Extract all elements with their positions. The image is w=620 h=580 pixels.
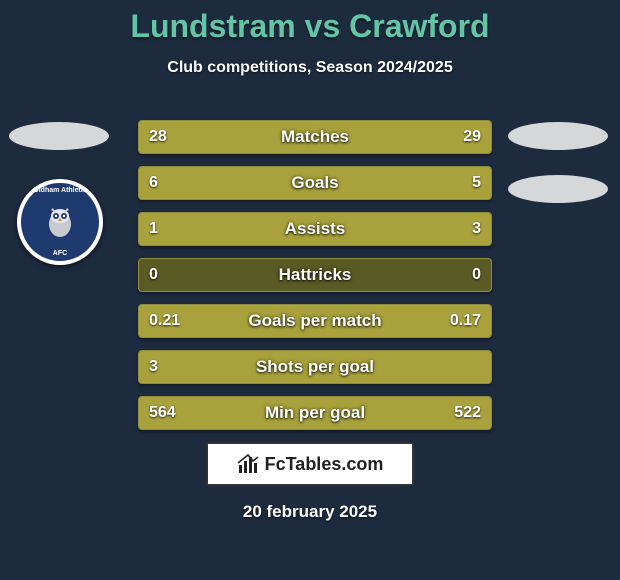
- crest-text-top: Oldham Athletic: [21, 187, 99, 194]
- footer-brand-box: FcTables.com: [206, 442, 414, 486]
- stat-row: 0.210.17Goals per match: [138, 304, 492, 338]
- stat-row: 13Assists: [138, 212, 492, 246]
- owl-icon: [42, 204, 78, 240]
- stat-label: Hattricks: [139, 259, 491, 291]
- stat-row: 65Goals: [138, 166, 492, 200]
- crest-inner: [33, 195, 87, 249]
- stat-label: Goals: [139, 167, 491, 199]
- stat-label: Assists: [139, 213, 491, 245]
- stat-row: 00Hattricks: [138, 258, 492, 292]
- stat-row: 2829Matches: [138, 120, 492, 154]
- player-badge-placeholder: [508, 122, 608, 150]
- player-badge-placeholder: [508, 175, 608, 203]
- page-title: Lundstram vs Crawford: [0, 0, 620, 45]
- comparison-bars: 2829Matches 65Goals 13Assists 00Hattricks 0.…: [138, 120, 492, 442]
- stat-label: Goals per match: [139, 305, 491, 337]
- stat-row: 3Shots per goal: [138, 350, 492, 384]
- stat-label: Matches: [139, 121, 491, 153]
- date-text: 20 february 2025: [0, 502, 620, 522]
- chart-icon: [237, 453, 259, 475]
- subtitle: Club competitions, Season 2024/2025: [0, 59, 620, 77]
- crest-text-bot: AFC: [21, 250, 99, 257]
- stat-label: Min per goal: [139, 397, 491, 429]
- footer-brand-text: FcTables.com: [265, 454, 384, 475]
- club-crest: Oldham Athletic AFC: [17, 179, 103, 265]
- stat-row: 564522Min per goal: [138, 396, 492, 430]
- stat-label: Shots per goal: [139, 351, 491, 383]
- player-badge-placeholder: [9, 122, 109, 150]
